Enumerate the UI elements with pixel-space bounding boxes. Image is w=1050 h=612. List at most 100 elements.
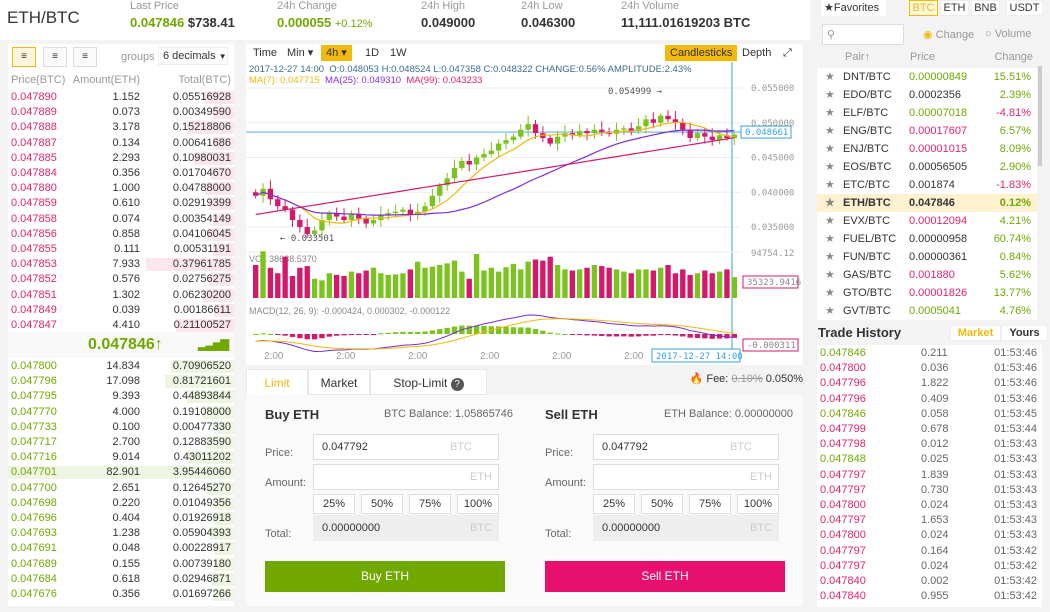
star-icon[interactable]: ★ (825, 287, 835, 299)
star-icon[interactable]: ★ (825, 161, 835, 173)
star-icon[interactable]: ★ (825, 197, 835, 209)
sell-price-input[interactable]: 0.047792 BTC (593, 434, 779, 460)
pair-row[interactable]: ★ ETC/BTC 0.001874 -1.83% (817, 176, 1037, 194)
radio-change[interactable]: ◉ Change (923, 28, 974, 41)
bid-row[interactable]: 0.047696 0.404 0.01926918 (8, 511, 234, 526)
ask-row[interactable]: 0.047847 4.410 0.21100527 (8, 318, 234, 333)
bid-row[interactable]: 0.047676 0.356 0.01697266 (8, 587, 234, 602)
star-icon[interactable]: ★ (825, 107, 835, 119)
bid-row[interactable]: 0.047689 0.155 0.00739180 (8, 557, 234, 572)
help-icon[interactable]: ? (450, 378, 464, 391)
bid-row[interactable]: 0.047701 82.901 3.95446060 (8, 465, 234, 480)
tab-limit[interactable]: Limit (246, 369, 308, 395)
sell-pct-button[interactable]: 50% (641, 494, 683, 514)
pair-row[interactable]: ★ ENJ/BTC 0.00001015 8.09% (817, 140, 1037, 158)
ask-row[interactable]: 0.047853 7.933 0.37961785 (8, 257, 234, 272)
ask-row[interactable]: 0.047849 0.039 0.00186611 (8, 303, 234, 318)
col-price-m[interactable]: Price (910, 51, 936, 63)
col-pair[interactable]: Pair↑ (845, 51, 871, 63)
star-icon[interactable]: ★ (825, 71, 835, 83)
pair-row[interactable]: ★ GTO/BTC 0.00001826 13.77% (817, 284, 1037, 302)
pairs-scrollbar[interactable] (1038, 66, 1042, 166)
view-asks-button[interactable]: ≡ (73, 47, 97, 67)
pair-row[interactable]: ★ EOS/BTC 0.00056505 2.90% (817, 158, 1037, 176)
market-tab-usdt[interactable]: USDT (1006, 0, 1043, 16)
pair-row[interactable]: ★ GAS/BTC 0.001880 5.62% (817, 266, 1037, 284)
buy-pct-button[interactable]: 25% (313, 494, 355, 514)
bid-row[interactable]: 0.047717 2.700 0.12883590 (8, 435, 234, 450)
buy-amount-input[interactable]: ETH (313, 464, 499, 490)
ask-row[interactable]: 0.047884 0.356 0.01704670 (8, 166, 234, 181)
star-icon[interactable]: ★ (825, 251, 835, 263)
sell-pct-button[interactable]: 75% (689, 494, 731, 514)
buy-total-input[interactable]: 0.00000000 BTC (313, 515, 499, 541)
ask-row[interactable]: 0.047889 0.073 0.00349590 (8, 105, 234, 120)
star-icon[interactable]: ★ (825, 233, 835, 245)
star-icon[interactable]: ★ (825, 143, 835, 155)
market-tab-btc[interactable]: BTC (909, 0, 938, 16)
sell-pct-button[interactable]: 100% (737, 494, 779, 514)
tab-market-trades[interactable]: Market (950, 325, 1001, 341)
star-icon[interactable]: ★ (825, 125, 835, 137)
time-button[interactable]: Time (253, 47, 278, 59)
sell-pct-button[interactable]: 25% (593, 494, 635, 514)
ask-row[interactable]: 0.047859 0.610 0.02919399 (8, 196, 234, 211)
ask-row[interactable]: 0.047890 1.152 0.05516928 (8, 90, 234, 105)
pair-row[interactable]: ★ FUEL/BTC 0.00000958 60.74% (817, 230, 1037, 248)
radio-volume[interactable]: ○ Volume (985, 28, 1031, 40)
star-icon[interactable]: ★ (825, 305, 835, 317)
search-input[interactable]: ⚲ (822, 24, 904, 45)
bid-row[interactable]: 0.047795 9.393 0.44893844 (8, 389, 234, 404)
interval-1d-button[interactable]: 1D (365, 47, 380, 59)
candlesticks-tab[interactable]: Candlesticks (665, 45, 738, 61)
bid-row[interactable]: 0.047691 0.048 0.00228917 (8, 541, 234, 556)
ask-row[interactable]: 0.047858 0.074 0.00354149 (8, 212, 234, 227)
market-tab-eth[interactable]: ETH (940, 0, 969, 16)
tab-stop-limit[interactable]: Stop-Limit ? (370, 369, 487, 395)
ask-row[interactable]: 0.047851 1.302 0.06230200 (8, 288, 234, 303)
pair-row[interactable]: ★ FUN/BTC 0.00000361 0.84% (817, 248, 1037, 266)
pair-row[interactable]: ★ GVT/BTC 0.0005041 4.76% (817, 302, 1037, 320)
tab-your-trades[interactable]: Yours (1001, 325, 1048, 341)
star-icon[interactable]: ★ (825, 89, 835, 101)
sell-total-input[interactable]: 0.00000000 BTC (593, 515, 779, 541)
ask-row[interactable]: 0.047855 0.111 0.00531191 (8, 242, 234, 257)
bid-row[interactable]: 0.047693 1.238 0.05904393 (8, 526, 234, 541)
tab-market[interactable]: Market (308, 369, 370, 395)
min-dropdown[interactable]: Min ▾ (287, 47, 314, 59)
pair-row[interactable]: ★ EDO/BTC 0.0002356 2.39% (817, 86, 1037, 104)
bid-row[interactable]: 0.047796 17.098 0.81721601 (8, 374, 234, 389)
star-icon[interactable]: ★ (825, 179, 835, 191)
buy-pct-button[interactable]: 50% (361, 494, 403, 514)
sell-amount-input[interactable]: ETH (593, 464, 779, 490)
ask-row[interactable]: 0.047887 0.134 0.00641686 (8, 136, 234, 151)
buy-button[interactable]: Buy ETH (265, 561, 505, 592)
bid-row[interactable]: 0.047733 0.100 0.00477330 (8, 420, 234, 435)
fullscreen-icon[interactable]: ⤢ (783, 47, 792, 59)
bid-row[interactable]: 0.047700 2.651 0.12645270 (8, 481, 234, 496)
buy-pct-button[interactable]: 75% (409, 494, 451, 514)
candlestick-chart[interactable]: 0.055000 0.050000 0.045000 0.040000 0.035000… (246, 44, 803, 365)
bid-row[interactable]: 0.047698 0.220 0.01049356 (8, 496, 234, 511)
ask-row[interactable]: 0.047888 3.178 0.15218806 (8, 120, 234, 135)
bid-row[interactable]: 0.047770 4.000 0.19108000 (8, 405, 234, 420)
pair-row[interactable]: ★ DNT/BTC 0.00000849 15.51% (817, 68, 1037, 86)
pair-row[interactable]: ★ ETH/BTC 0.047846 0.12% (817, 194, 1037, 212)
star-icon[interactable]: ★ (825, 269, 835, 281)
buy-pct-button[interactable]: 100% (457, 494, 499, 514)
favorites-tab[interactable]: ★Favorites (821, 0, 886, 16)
bid-row[interactable]: 0.047684 0.618 0.02946871 (8, 572, 234, 587)
groups-select[interactable]: 6 decimals ▼ (158, 47, 228, 65)
ask-row[interactable]: 0.047852 0.576 0.02756275 (8, 272, 234, 287)
pair-row[interactable]: ★ ENG/BTC 0.00017607 6.57% (817, 122, 1037, 140)
ask-row[interactable]: 0.047885 2.293 0.10980031 (8, 151, 234, 166)
market-tab-bnb[interactable]: BNB (971, 0, 1000, 16)
sell-button[interactable]: Sell ETH (545, 561, 785, 592)
bid-row[interactable]: 0.047800 14.834 0.70906520 (8, 359, 234, 374)
star-icon[interactable]: ★ (825, 215, 835, 227)
view-both-button[interactable]: ≡ (12, 47, 36, 67)
depth-tab[interactable]: Depth (742, 47, 772, 59)
pair-row[interactable]: ★ EVX/BTC 0.00012094 4.21% (817, 212, 1037, 230)
pair-row[interactable]: ★ ELF/BTC 0.00007018 -4.81% (817, 104, 1037, 122)
ask-row[interactable]: 0.047856 0.858 0.04106045 (8, 227, 234, 242)
